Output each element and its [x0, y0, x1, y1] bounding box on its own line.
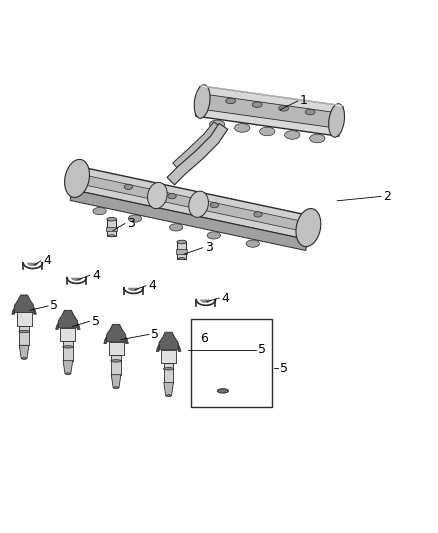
Polygon shape [218, 385, 228, 398]
Ellipse shape [19, 330, 29, 333]
Ellipse shape [109, 235, 115, 237]
Ellipse shape [296, 208, 321, 247]
Polygon shape [128, 288, 139, 291]
Ellipse shape [163, 368, 174, 370]
Ellipse shape [305, 109, 315, 115]
Ellipse shape [285, 131, 300, 139]
Bar [63, 341, 73, 361]
Ellipse shape [66, 373, 70, 375]
Ellipse shape [170, 224, 183, 231]
Text: 4: 4 [43, 254, 51, 268]
Ellipse shape [177, 240, 187, 244]
Ellipse shape [246, 240, 259, 247]
Polygon shape [173, 122, 219, 168]
Polygon shape [19, 345, 29, 359]
Text: 5: 5 [258, 343, 266, 356]
Polygon shape [72, 166, 313, 240]
Polygon shape [208, 95, 331, 127]
Polygon shape [126, 336, 128, 344]
Bar [109, 342, 124, 355]
Polygon shape [56, 322, 58, 329]
Bar [176, 249, 187, 254]
Polygon shape [167, 124, 228, 185]
Text: 4: 4 [222, 292, 230, 304]
Text: 5: 5 [151, 328, 159, 341]
Ellipse shape [209, 120, 225, 128]
Ellipse shape [279, 106, 289, 111]
Polygon shape [111, 375, 121, 388]
Bar [60, 328, 75, 341]
Ellipse shape [111, 360, 121, 362]
Bar [17, 312, 32, 326]
Text: 5: 5 [92, 315, 100, 328]
Text: 1: 1 [300, 94, 308, 108]
Ellipse shape [234, 124, 250, 132]
Polygon shape [211, 347, 213, 354]
Ellipse shape [252, 102, 262, 108]
Text: 4: 4 [148, 279, 156, 292]
Ellipse shape [166, 395, 171, 397]
Polygon shape [213, 335, 233, 352]
Bar [191, 319, 272, 407]
Bar [107, 219, 116, 236]
Polygon shape [178, 344, 181, 351]
Text: 5: 5 [280, 361, 288, 375]
Polygon shape [196, 86, 343, 136]
Ellipse shape [168, 193, 176, 199]
Ellipse shape [124, 184, 133, 190]
Ellipse shape [207, 232, 220, 239]
Polygon shape [233, 347, 235, 354]
Polygon shape [78, 322, 80, 329]
Polygon shape [159, 332, 178, 350]
Text: 2: 2 [383, 190, 391, 203]
Bar [218, 366, 228, 385]
Ellipse shape [254, 212, 262, 217]
Ellipse shape [210, 203, 219, 208]
Polygon shape [164, 383, 173, 395]
Ellipse shape [64, 159, 89, 197]
Ellipse shape [93, 207, 106, 215]
Polygon shape [86, 176, 300, 230]
Polygon shape [104, 336, 106, 344]
Ellipse shape [221, 397, 225, 399]
Text: 6: 6 [200, 332, 208, 345]
Ellipse shape [148, 182, 167, 208]
Ellipse shape [114, 387, 118, 389]
Ellipse shape [189, 191, 208, 217]
Ellipse shape [22, 358, 26, 359]
Ellipse shape [194, 85, 210, 118]
Polygon shape [63, 361, 73, 374]
Polygon shape [27, 263, 39, 266]
Text: 3: 3 [127, 217, 135, 230]
Polygon shape [58, 310, 78, 328]
Ellipse shape [217, 389, 229, 393]
Ellipse shape [328, 104, 345, 137]
Polygon shape [71, 278, 82, 281]
Bar [161, 350, 176, 363]
Bar [111, 355, 121, 375]
Ellipse shape [178, 257, 185, 260]
Ellipse shape [128, 215, 141, 222]
Ellipse shape [63, 346, 73, 348]
Polygon shape [12, 307, 14, 314]
Bar [177, 242, 186, 259]
Bar [19, 326, 29, 345]
Polygon shape [70, 190, 308, 251]
Ellipse shape [260, 127, 275, 136]
Polygon shape [156, 344, 159, 351]
Polygon shape [34, 307, 36, 314]
Text: 3: 3 [205, 241, 213, 254]
Text: 5: 5 [50, 300, 58, 312]
Bar [164, 363, 173, 383]
Bar [106, 227, 117, 231]
Ellipse shape [226, 98, 236, 104]
Text: 4: 4 [92, 269, 100, 282]
Ellipse shape [310, 134, 325, 143]
Polygon shape [200, 300, 212, 303]
Polygon shape [14, 295, 34, 312]
Bar [215, 352, 230, 366]
Polygon shape [106, 324, 126, 342]
Ellipse shape [107, 217, 117, 221]
Ellipse shape [218, 370, 228, 373]
